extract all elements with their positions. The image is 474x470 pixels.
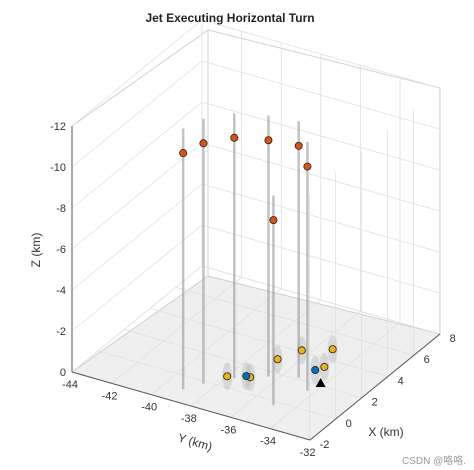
x-tick-label: 8 xyxy=(450,333,456,345)
watermark: CSDN @咯咯. xyxy=(402,455,466,467)
x-tick-label: -2 xyxy=(320,439,330,451)
jet-marker xyxy=(315,378,326,388)
y-tick-label: -36 xyxy=(220,424,236,436)
grid-line xyxy=(71,142,203,250)
grid-line xyxy=(201,142,440,212)
x-tick-label: 4 xyxy=(398,375,404,387)
y-tick-label: -40 xyxy=(141,402,157,414)
x-axis-label: X (km) xyxy=(368,425,403,439)
grid-line xyxy=(201,265,440,335)
data-point xyxy=(230,133,239,142)
x-tick-label: 6 xyxy=(424,354,430,366)
y-axis-line xyxy=(71,371,311,441)
z-tick-label: 0 xyxy=(60,367,66,379)
grid-line xyxy=(269,322,401,430)
grid-line xyxy=(230,311,361,418)
data-point xyxy=(273,355,282,364)
grid-line xyxy=(71,19,203,127)
z-tick-label: -12 xyxy=(50,121,66,133)
grid-line xyxy=(201,183,440,253)
grid-line xyxy=(150,288,282,395)
data-point xyxy=(294,141,303,150)
grid-line xyxy=(71,101,203,209)
tick-labels: 0 -2 -4 -6 -8 -10 -12 -44 -42 -40 -38 -36 -34 -32 -2 0 2… xyxy=(50,121,456,459)
chart-marks xyxy=(179,113,338,406)
data-point xyxy=(199,139,208,148)
axis-lines xyxy=(71,126,441,441)
x-tick-label: 2 xyxy=(372,397,378,409)
data-point xyxy=(303,162,312,171)
chart-title: Jet Executing Horizontal Turn xyxy=(145,11,314,25)
data-point xyxy=(242,372,251,381)
data-point xyxy=(179,149,188,158)
data-point xyxy=(223,372,232,381)
data-point xyxy=(269,216,278,225)
y-tick-label: -34 xyxy=(260,436,276,448)
y-tick-label: -32 xyxy=(300,447,316,459)
x-axis-line xyxy=(309,333,441,441)
y-tick-label: -38 xyxy=(181,413,197,425)
grid-line xyxy=(71,224,203,332)
z-tick-label: -2 xyxy=(56,326,66,338)
z-tick-label: -4 xyxy=(56,285,66,297)
data-point xyxy=(297,346,306,355)
grid-line xyxy=(71,265,203,373)
data-point xyxy=(311,366,320,375)
grid-line xyxy=(71,183,203,291)
y-tick-label: -44 xyxy=(62,379,78,391)
grid-line xyxy=(201,224,440,294)
y-axis-label: Y (km) xyxy=(176,431,214,454)
grid-line xyxy=(71,60,203,168)
x-tick-label: 0 xyxy=(346,418,352,430)
z-tick-label: -6 xyxy=(56,244,66,256)
data-point xyxy=(264,136,273,145)
grid-line xyxy=(201,60,440,130)
grid-line xyxy=(201,101,440,171)
y-tick-label: -42 xyxy=(102,390,118,402)
z-tick-label: -10 xyxy=(50,162,66,174)
z-tick-label: -8 xyxy=(56,203,66,215)
z-axis-label: Z (km) xyxy=(29,233,43,268)
grid-line xyxy=(111,277,242,384)
grid-line xyxy=(201,19,440,89)
data-point xyxy=(320,362,329,371)
data-point xyxy=(328,345,337,354)
